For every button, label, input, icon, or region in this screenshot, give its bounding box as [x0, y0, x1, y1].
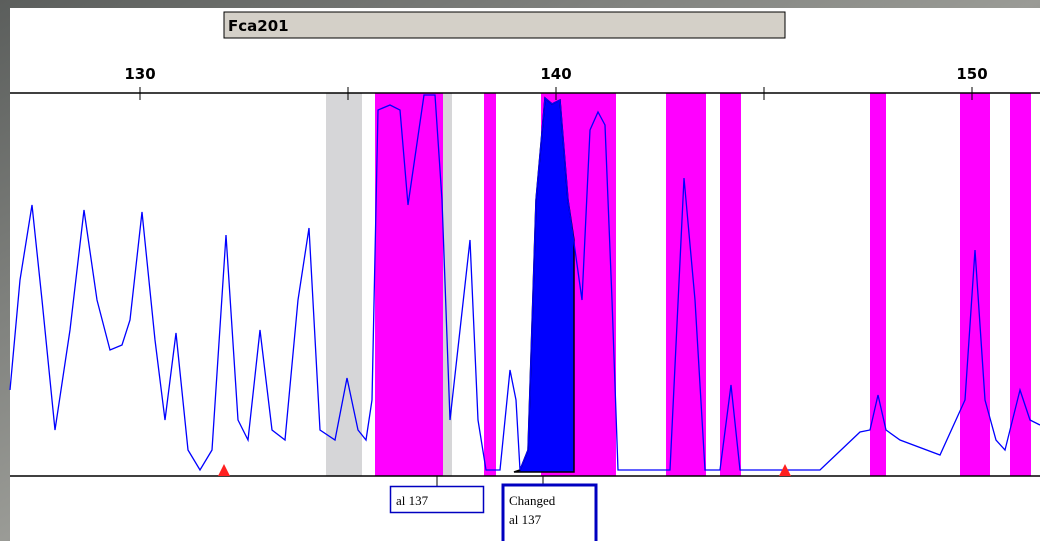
edited-allele-label[interactable]	[501, 483, 598, 541]
marker-name: Fca201	[228, 17, 289, 35]
bin[interactable]	[375, 93, 443, 476]
edited-label-line: al 137	[509, 512, 542, 527]
bin[interactable]	[870, 93, 886, 476]
bin[interactable]	[720, 93, 741, 476]
size-marker	[779, 464, 791, 476]
allele-label[interactable]	[389, 485, 485, 514]
tick-label: 130	[124, 65, 155, 83]
marker-bar[interactable]	[223, 11, 786, 39]
allele-label-text: al 137	[396, 493, 429, 508]
bin[interactable]	[484, 93, 496, 476]
tick-label: 140	[540, 65, 571, 83]
trace-panel	[10, 8, 1040, 541]
tick-label: 150	[956, 65, 987, 83]
trace	[9, 94, 1040, 472]
bin-grey	[443, 93, 452, 476]
bins	[326, 93, 1031, 476]
bin-grey	[326, 93, 362, 476]
bin[interactable]	[960, 93, 990, 476]
bin[interactable]	[1010, 93, 1031, 476]
edited-label-line: Changed	[509, 493, 556, 508]
size-marker	[218, 464, 230, 476]
